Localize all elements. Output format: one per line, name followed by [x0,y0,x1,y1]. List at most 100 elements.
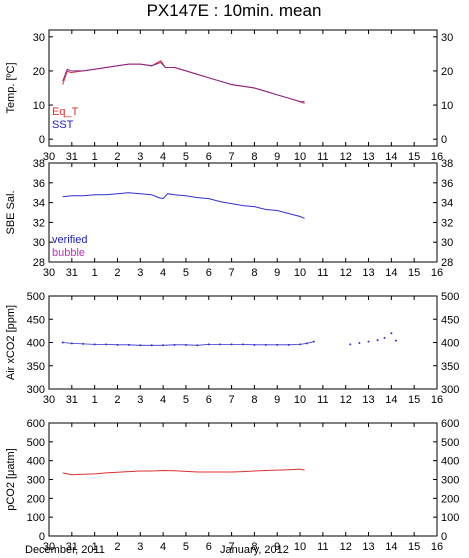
x-tick-label: 30 [43,394,55,406]
y-tick-label-right: 0 [441,134,447,146]
x-tick-label: 9 [274,151,280,163]
x-tick-label: 2 [114,541,120,553]
x-tick-label: 13 [362,394,374,406]
x-tick-label: 4 [160,541,166,553]
y-axis-label: pCO2 [μatm] [5,448,17,511]
x-tick-label: 7 [229,267,235,279]
x-tick-label: 31 [66,394,78,406]
x-tick-label: 8 [251,151,257,163]
data-point [383,336,386,339]
y-tick-label-right: 350 [441,361,459,373]
x-tick-label: 9 [274,394,280,406]
x-tick-label: 13 [362,267,374,279]
x-tick-label: 5 [183,267,189,279]
series-line-main [62,468,305,476]
x-tick-label: 11 [317,541,328,553]
x-tick-label: 14 [385,151,397,163]
x-tick-label: 7 [229,394,235,406]
x-tick-label: 10 [294,151,306,163]
y-tick-label-right: 600 [441,418,459,430]
y-tick-label-left: 30 [33,32,45,44]
legend-item-sst: SST [52,119,74,131]
panel-frame [48,162,438,263]
y-tick-label-right: 200 [441,493,459,505]
x-tick-label: 7 [229,541,235,553]
data-point [61,341,64,344]
x-tick-label: 3 [137,541,143,553]
x-tick-label: 11 [317,394,328,406]
y-tick-label-left: 0 [39,134,45,146]
x-tick-label: 16 [431,394,443,406]
y-tick-label-left: 400 [27,338,45,350]
y-axis-label: Air xCO2 [ppm] [5,305,17,380]
y-tick-label-right: 400 [441,338,459,350]
x-tick-label: 5 [183,151,189,163]
panel-frame [48,29,438,147]
x-tick-label: 31 [66,541,78,553]
x-tick-label: 1 [92,394,98,406]
y-tick-label-right: 20 [441,66,453,78]
x-tick-label: 6 [206,394,212,406]
x-tick-label: 15 [408,541,420,553]
x-tick-label: 16 [431,151,443,163]
x-tick-label: 4 [160,394,166,406]
y-tick-label-right: 32 [441,217,453,229]
x-tick-label: 9 [274,541,280,553]
x-tick-label: 10 [294,394,306,406]
legend-item-eq-t: Eq_T [52,106,79,118]
y-tick-label-right: 10 [441,100,453,112]
y-tick-label-left: 10 [33,100,45,112]
y-tick-label-right: 450 [441,314,459,326]
x-tick-label: 30 [43,151,55,163]
panel-frame [48,295,438,390]
y-tick-label-left: 350 [27,361,45,373]
x-tick-label: 10 [294,267,306,279]
x-tick-label: 15 [408,267,420,279]
x-tick-label: 12 [340,267,352,279]
x-tick-label: 14 [385,394,397,406]
x-tick-label: 14 [385,267,397,279]
y-tick-label-right: 300 [441,475,459,487]
series-line-verified [62,192,305,219]
x-tick-label: 9 [274,267,280,279]
data-point [367,340,370,343]
x-tick-label: 8 [251,541,257,553]
y-tick-label-left: 600 [27,418,45,430]
y-tick-label-left: 28 [33,257,45,269]
data-point [394,339,397,342]
y-tick-label-right: 500 [441,291,459,303]
footer-january: January, 2012 [220,544,289,556]
y-tick-label-left: 34 [33,198,45,210]
x-tick-label: 6 [206,151,212,163]
x-tick-label: 31 [66,151,78,163]
y-tick-label-left: 200 [27,493,45,505]
x-tick-label: 2 [114,151,120,163]
x-tick-label: 1 [92,151,98,163]
x-tick-label: 14 [385,541,397,553]
x-tick-label: 5 [183,541,189,553]
x-tick-label: 13 [362,151,374,163]
data-point [349,343,352,346]
x-tick-label: 3 [137,151,143,163]
x-tick-label: 30 [43,541,55,553]
y-tick-label-left: 500 [27,291,45,303]
x-tick-label: 4 [160,151,166,163]
x-tick-label: 2 [114,394,120,406]
x-tick-label: 15 [408,394,420,406]
panel-frame [48,422,438,537]
x-tick-label: 8 [251,267,257,279]
x-tick-label: 12 [340,151,352,163]
y-tick-label-left: 32 [33,217,45,229]
x-tick-label: 15 [408,151,420,163]
x-tick-label: 30 [43,267,55,279]
series-line-sst [62,61,305,103]
x-tick-label: 1 [92,541,98,553]
x-tick-label: 6 [206,541,212,553]
data-point [358,341,361,344]
y-axis-label: Temp. [ºC] [5,62,17,113]
data-point [376,339,379,342]
x-tick-label: 12 [340,541,352,553]
